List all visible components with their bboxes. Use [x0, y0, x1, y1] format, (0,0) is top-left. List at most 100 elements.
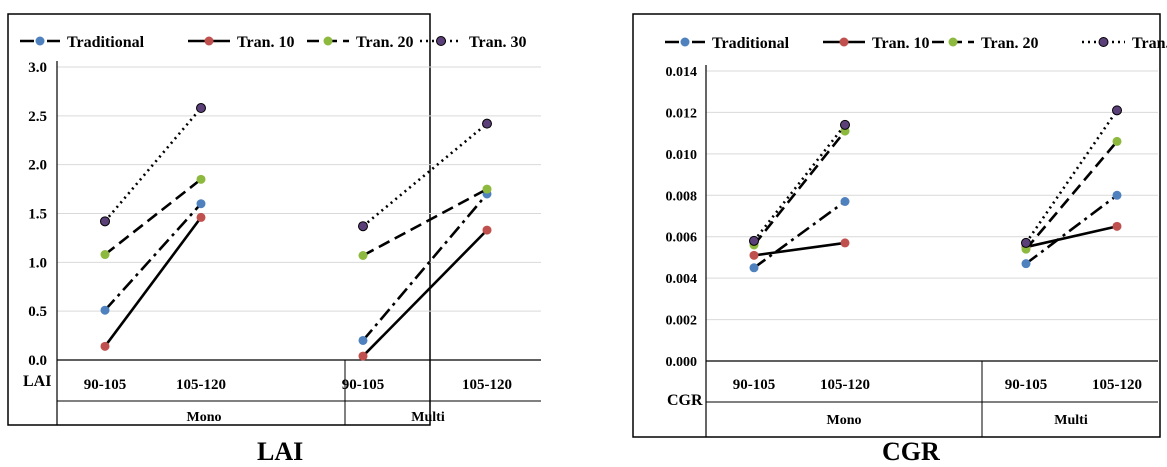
series-tran-10 [749, 221, 1122, 260]
legend-marker [1098, 37, 1109, 47]
legend-label: Tran. 30 [1132, 35, 1167, 52]
series-line [1025, 140, 1118, 250]
series-line [753, 200, 846, 269]
legend-marker [948, 37, 958, 47]
chart-frame [7, 13, 431, 426]
data-point [749, 263, 759, 273]
series-line [1025, 194, 1118, 265]
data-point [196, 199, 206, 209]
series-tran-30 [100, 103, 492, 232]
data-point [1112, 190, 1122, 200]
group-label: Mono [827, 413, 862, 428]
series-tran-30 [749, 105, 1122, 248]
series-line [752, 130, 847, 246]
data-point [749, 235, 759, 246]
legend-marker [839, 37, 849, 47]
category-label: 105-120 [176, 377, 226, 393]
legend-marker [35, 36, 45, 46]
series-tran-20 [100, 174, 492, 260]
caption-cgr: CGR [882, 437, 940, 466]
category-label: 90-105 [733, 377, 776, 393]
y-tick-label: 1.0 [28, 255, 47, 271]
series-line [362, 122, 488, 228]
data-point [482, 184, 492, 194]
data-point [358, 221, 368, 232]
data-point [358, 250, 368, 260]
y-tick-label: 3.0 [28, 60, 47, 76]
data-point [1112, 136, 1122, 146]
data-point [1021, 237, 1031, 248]
y-tick-label: 0.002 [666, 314, 698, 329]
corner-label: LAI [23, 373, 51, 390]
chart-cgr: 0.000 0.002 0.004 0.006 0.008 0.010 0.012 0.014… [632, 13, 1167, 438]
category-label: 105-120 [1092, 377, 1142, 393]
chart-lai: 0.0 0.5 1.0 1.5 2.0 2.5 3.0 LAI 90-105 105-120 Mon… [7, 13, 541, 426]
corner-label: CGR [667, 392, 703, 409]
series-line [753, 241, 846, 257]
y-tick-label: 2.5 [28, 109, 47, 125]
y-tick-label: 0.5 [28, 304, 47, 320]
series-tran-10 [100, 212, 492, 361]
category-label: 90-105 [342, 377, 385, 393]
y-tick-label: 0.000 [666, 355, 698, 370]
legend-marker [204, 36, 214, 46]
data-point [840, 119, 850, 130]
group-label: Mono [187, 410, 222, 425]
legend-marker [323, 36, 333, 46]
legend-label: Tran. 20 [356, 34, 413, 51]
data-point [100, 216, 110, 227]
series-traditional [100, 189, 492, 345]
series-line [362, 187, 488, 257]
legend-marker [436, 36, 446, 46]
legend-label: Tran. 20 [981, 35, 1038, 52]
y-tick-label: 2.0 [28, 158, 47, 174]
data-point [1112, 221, 1122, 231]
series-line [104, 178, 202, 256]
series-line [104, 107, 202, 223]
chart-frame [632, 13, 1161, 438]
data-point [749, 250, 759, 260]
series-traditional [749, 190, 1122, 273]
data-point [840, 238, 850, 248]
data-point [482, 118, 492, 129]
group-label: Multi [411, 410, 445, 425]
category-label: 90-105 [1005, 377, 1048, 393]
y-tick-label: 0.012 [666, 106, 698, 121]
category-label: 105-120 [462, 377, 512, 393]
data-point [100, 250, 110, 260]
data-point [1021, 259, 1031, 269]
legend-marker [680, 37, 690, 47]
series-line [1025, 225, 1118, 249]
data-point [840, 197, 850, 206]
y-tick-label: 1.5 [28, 207, 47, 223]
y-tick-label: 0.0 [28, 353, 47, 369]
legend-label: Traditional [712, 35, 790, 52]
series-tran-20 [749, 126, 1122, 254]
data-point [196, 212, 206, 222]
y-tick-label: 0.010 [666, 148, 698, 163]
legend-label: Tran. 10 [237, 34, 294, 51]
category-label: 105-120 [820, 377, 870, 393]
series-line [362, 193, 488, 342]
data-point [100, 305, 110, 315]
y-tick-label: 0.014 [666, 65, 698, 80]
category-label: 90-105 [84, 377, 127, 393]
data-point [196, 103, 206, 114]
series-line [104, 202, 202, 312]
group-label: Multi [1054, 413, 1088, 428]
series-line [752, 124, 847, 242]
y-tick-label: 0.004 [666, 272, 698, 287]
caption-lai: LAI [257, 437, 304, 466]
data-point [358, 335, 368, 345]
y-tick-label: 0.006 [666, 231, 698, 246]
legend-label: Tran. 10 [872, 35, 929, 52]
series-line [1024, 109, 1119, 244]
data-point [482, 225, 492, 235]
legend-label: Tran. 30 [469, 34, 526, 51]
data-point [358, 351, 368, 361]
legend-label: Traditional [67, 34, 145, 51]
data-point [196, 174, 206, 184]
data-point [1112, 105, 1122, 116]
series-line [362, 229, 488, 358]
